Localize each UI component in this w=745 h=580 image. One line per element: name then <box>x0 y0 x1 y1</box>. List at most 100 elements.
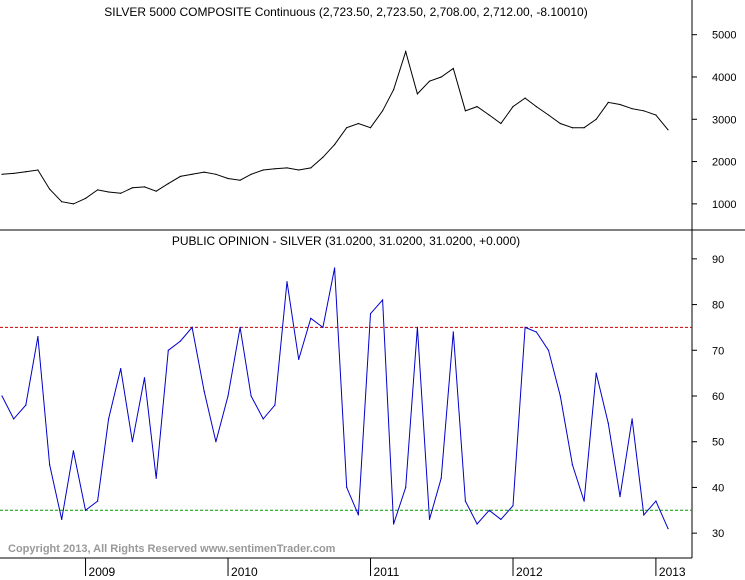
price-data-point <box>643 110 645 112</box>
price-data-point <box>631 108 633 110</box>
opinion-data-point <box>476 523 478 525</box>
price-data-point <box>452 67 454 70</box>
opinion-data-point <box>298 358 300 360</box>
opinion-data-point <box>239 326 241 328</box>
price-data-point <box>72 203 74 205</box>
opinion-data-point <box>488 509 490 511</box>
opinion-y-tick-label: 80 <box>712 300 724 312</box>
price-data-point <box>488 114 490 116</box>
opinion-data-point <box>583 500 585 502</box>
opinion-data-point <box>393 523 395 525</box>
price-data-point <box>179 175 181 177</box>
opinion-data-point <box>120 368 122 370</box>
price-data-point <box>655 114 657 116</box>
opinion-data-point <box>49 464 51 466</box>
price-data-point <box>405 51 407 53</box>
opinion-data-point <box>37 336 39 338</box>
price-chart-title: SILVER 5000 COMPOSITE Continuous (2,723.… <box>104 5 587 19</box>
opinion-data-point <box>72 450 74 452</box>
price-data-point <box>346 127 348 129</box>
opinion-data-point <box>203 390 205 392</box>
opinion-data-point <box>643 514 645 516</box>
price-data-point <box>298 169 300 171</box>
price-data-point <box>37 169 39 171</box>
price-data-point <box>143 186 146 188</box>
opinion-data-point <box>440 477 442 479</box>
copyright-text: Copyright 2013, All Rights Reserved www.… <box>8 543 336 555</box>
opinion-data-point <box>428 518 431 521</box>
opinion-data-point <box>369 313 372 315</box>
opinion-data-point <box>595 372 597 374</box>
opinion-data-point <box>655 500 657 502</box>
price-y-tick-label: 4000 <box>712 72 736 84</box>
year-tick-label: 2010 <box>231 565 258 579</box>
opinion-plot-area <box>1 267 669 530</box>
price-data-point <box>286 167 288 169</box>
opinion-data-point <box>559 395 561 397</box>
opinion-y-tick-label: 70 <box>712 345 724 357</box>
price-data-point <box>310 167 312 169</box>
reference-lines <box>0 326 692 511</box>
price-data-point <box>667 129 669 131</box>
opinion-data-point <box>334 267 336 269</box>
price-data-point <box>369 127 372 129</box>
year-tick-label: 2009 <box>89 565 116 579</box>
opinion-data-point <box>97 500 99 502</box>
opinion-data-point <box>607 422 609 424</box>
price-data-point <box>61 201 63 203</box>
date-x-ticks: 2009 2010 2011 2012 2013 <box>85 558 686 579</box>
price-data-point <box>476 106 478 108</box>
opinion-data-point <box>131 441 133 443</box>
opinion-data-point <box>512 505 514 507</box>
opinion-data-point <box>25 404 27 406</box>
year-tick-label: 2012 <box>516 565 543 579</box>
price-data-point <box>607 101 609 103</box>
price-data-point <box>357 122 359 125</box>
opinion-y-tick-label: 40 <box>712 482 724 494</box>
price-data-point <box>334 144 336 146</box>
opinion-data-point <box>191 326 193 328</box>
opinion-data-point <box>500 518 502 521</box>
price-data-point <box>13 172 15 174</box>
opinion-data-point <box>667 528 669 530</box>
opinion-data-point <box>143 377 146 379</box>
opinion-data-point <box>274 404 276 406</box>
price-data-point <box>262 169 264 171</box>
opinion-data-point <box>286 281 288 283</box>
opinion-data-point <box>464 500 466 502</box>
price-data-point <box>49 188 51 190</box>
price-data-point <box>619 103 621 106</box>
price-data-point <box>547 114 550 116</box>
price-data-point <box>559 122 561 125</box>
opinion-data-point <box>227 395 229 397</box>
price-data-point <box>428 80 431 82</box>
opinion-data-point <box>108 418 110 420</box>
price-y-tick-label: 2000 <box>712 157 736 169</box>
opinion-y-tick-label: 50 <box>712 437 724 449</box>
opinion-data-point <box>619 496 621 498</box>
opinion-y-tick-label: 90 <box>712 254 724 266</box>
year-tick-label: 2011 <box>374 565 400 579</box>
price-data-point <box>416 93 418 95</box>
price-data-point <box>274 168 276 170</box>
opinion-data-point <box>631 418 633 420</box>
opinion-data-point <box>405 486 407 488</box>
opinion-data-point <box>61 518 63 521</box>
price-data-point <box>108 191 110 193</box>
opinion-data-point <box>262 418 264 420</box>
price-data-point <box>393 89 395 91</box>
price-data-point <box>464 110 466 112</box>
price-data-point <box>97 189 99 191</box>
price-data-point <box>535 106 538 108</box>
price-data-point <box>322 156 324 158</box>
opinion-chart-title: PUBLIC OPINION - SILVER (31.0200, 31.020… <box>172 234 520 248</box>
opinion-data-point <box>310 317 312 319</box>
opinion-data-point <box>250 395 252 397</box>
opinion-data-point <box>357 514 359 516</box>
opinion-data-point <box>382 299 384 301</box>
price-data-point <box>583 127 585 129</box>
price-data-point <box>215 173 217 175</box>
year-tick-label: 2013 <box>659 565 686 579</box>
opinion-data-point <box>1 395 3 397</box>
